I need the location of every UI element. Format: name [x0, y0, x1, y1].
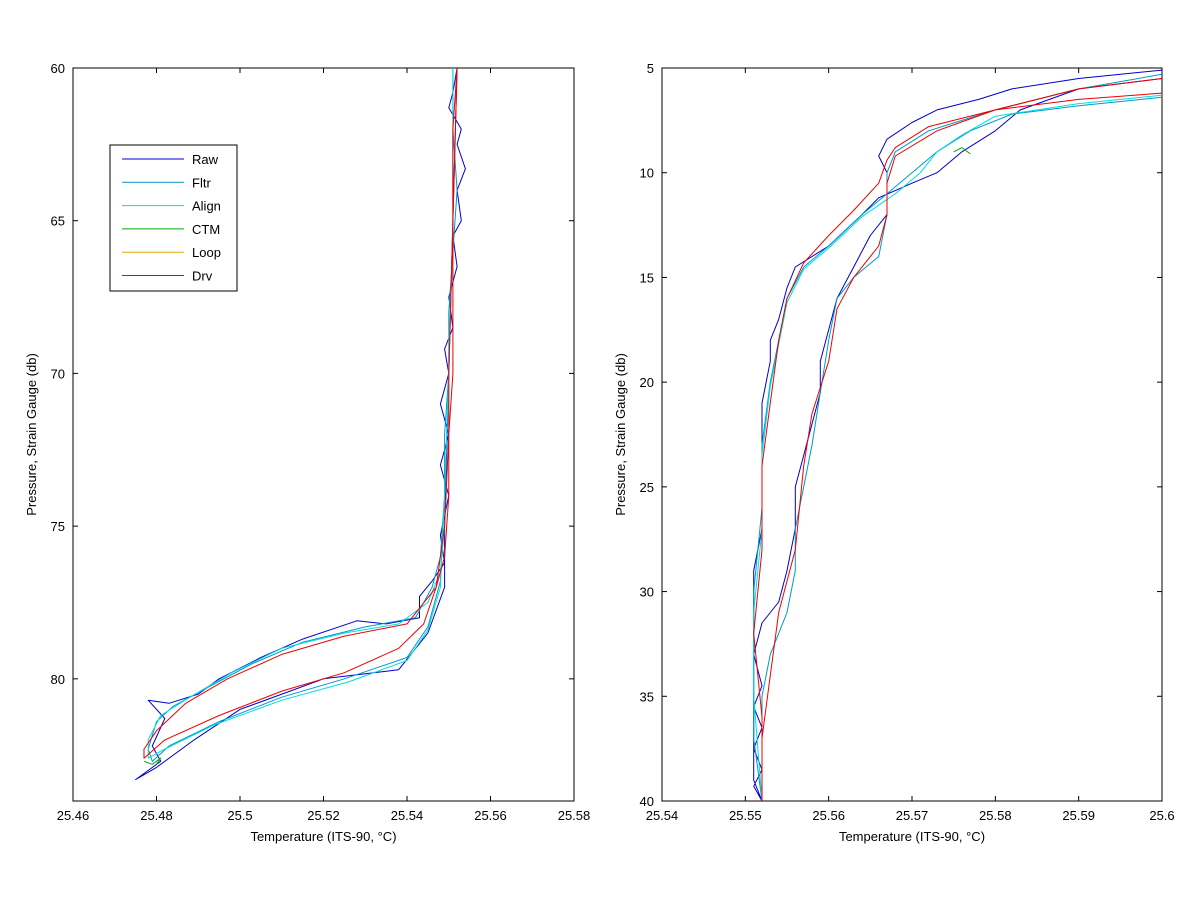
y-tick-label: 30 [640, 585, 654, 600]
y-tick-label: 25 [640, 480, 654, 495]
y-tick-label: 65 [51, 214, 65, 229]
series-line-ctm [143, 757, 162, 765]
x-tick-label: 25.6 [1149, 808, 1174, 823]
x-tick-label: 25.59 [1062, 808, 1095, 823]
right-chart: 25.54 25.55 25.56 25.57 25.58 25.59 25.6 5 10 15 2… [613, 61, 1175, 844]
legend-box [109, 144, 238, 292]
legend-label-loop: Loop [192, 245, 221, 260]
x-tick-label: 25.56 [812, 808, 845, 823]
series-line-drv [753, 78, 1162, 801]
y-tick-label: 35 [640, 689, 654, 704]
legend-label-raw: Raw [192, 152, 219, 167]
y-tick-label: 15 [640, 270, 654, 285]
y-tick-label: 40 [640, 794, 654, 809]
plot-area [661, 67, 1163, 802]
y-tick-label: 20 [640, 375, 654, 390]
legend-label-fltr: Fltr [192, 175, 211, 190]
x-tick-label: 25.58 [558, 808, 591, 823]
x-tick-label: 25.54 [391, 808, 424, 823]
legend-label-ctm: CTM [192, 222, 220, 237]
x-tick-label: 25.48 [140, 808, 173, 823]
series-line-align [753, 94, 1162, 801]
series-line-ctm [953, 147, 971, 155]
y-tick-label: 70 [51, 366, 65, 381]
legend-label-drv: Drv [192, 269, 213, 284]
x-axis-label: Temperature (ITS-90, °C) [250, 829, 396, 844]
y-tick-label: 5 [647, 61, 654, 76]
y-tick-label: 75 [51, 519, 65, 534]
x-tick-label: 25.5 [227, 808, 252, 823]
y-tick-label: 10 [640, 166, 654, 181]
y-axis-label: Pressure, Strain Gauge (db) [613, 353, 628, 516]
x-tick-label: 25.55 [729, 808, 762, 823]
y-axis-label: Pressure, Strain Gauge (db) [24, 353, 39, 516]
y-tick-label: 80 [51, 672, 65, 687]
series-group [135, 68, 466, 781]
x-tick-label: 25.58 [979, 808, 1012, 823]
left-chart: 25.46 25.48 25.5 25.52 25.54 25.56 25.58 60 65 70… [24, 61, 590, 844]
series-group [753, 69, 1162, 801]
y-tick-label: 60 [51, 61, 65, 76]
x-tick-label: 25.52 [307, 808, 340, 823]
x-axis-label: Temperature (ITS-90, °C) [839, 829, 985, 844]
legend: Raw Fltr Align CTM Loop Drv [109, 144, 238, 292]
x-tick-label: 25.57 [896, 808, 929, 823]
x-tick-label: 25.56 [474, 808, 507, 823]
x-tick-label: 25.54 [646, 808, 679, 823]
legend-label-align: Align [192, 199, 221, 214]
series-line-drv [143, 68, 458, 759]
x-tick-label: 25.46 [57, 808, 90, 823]
